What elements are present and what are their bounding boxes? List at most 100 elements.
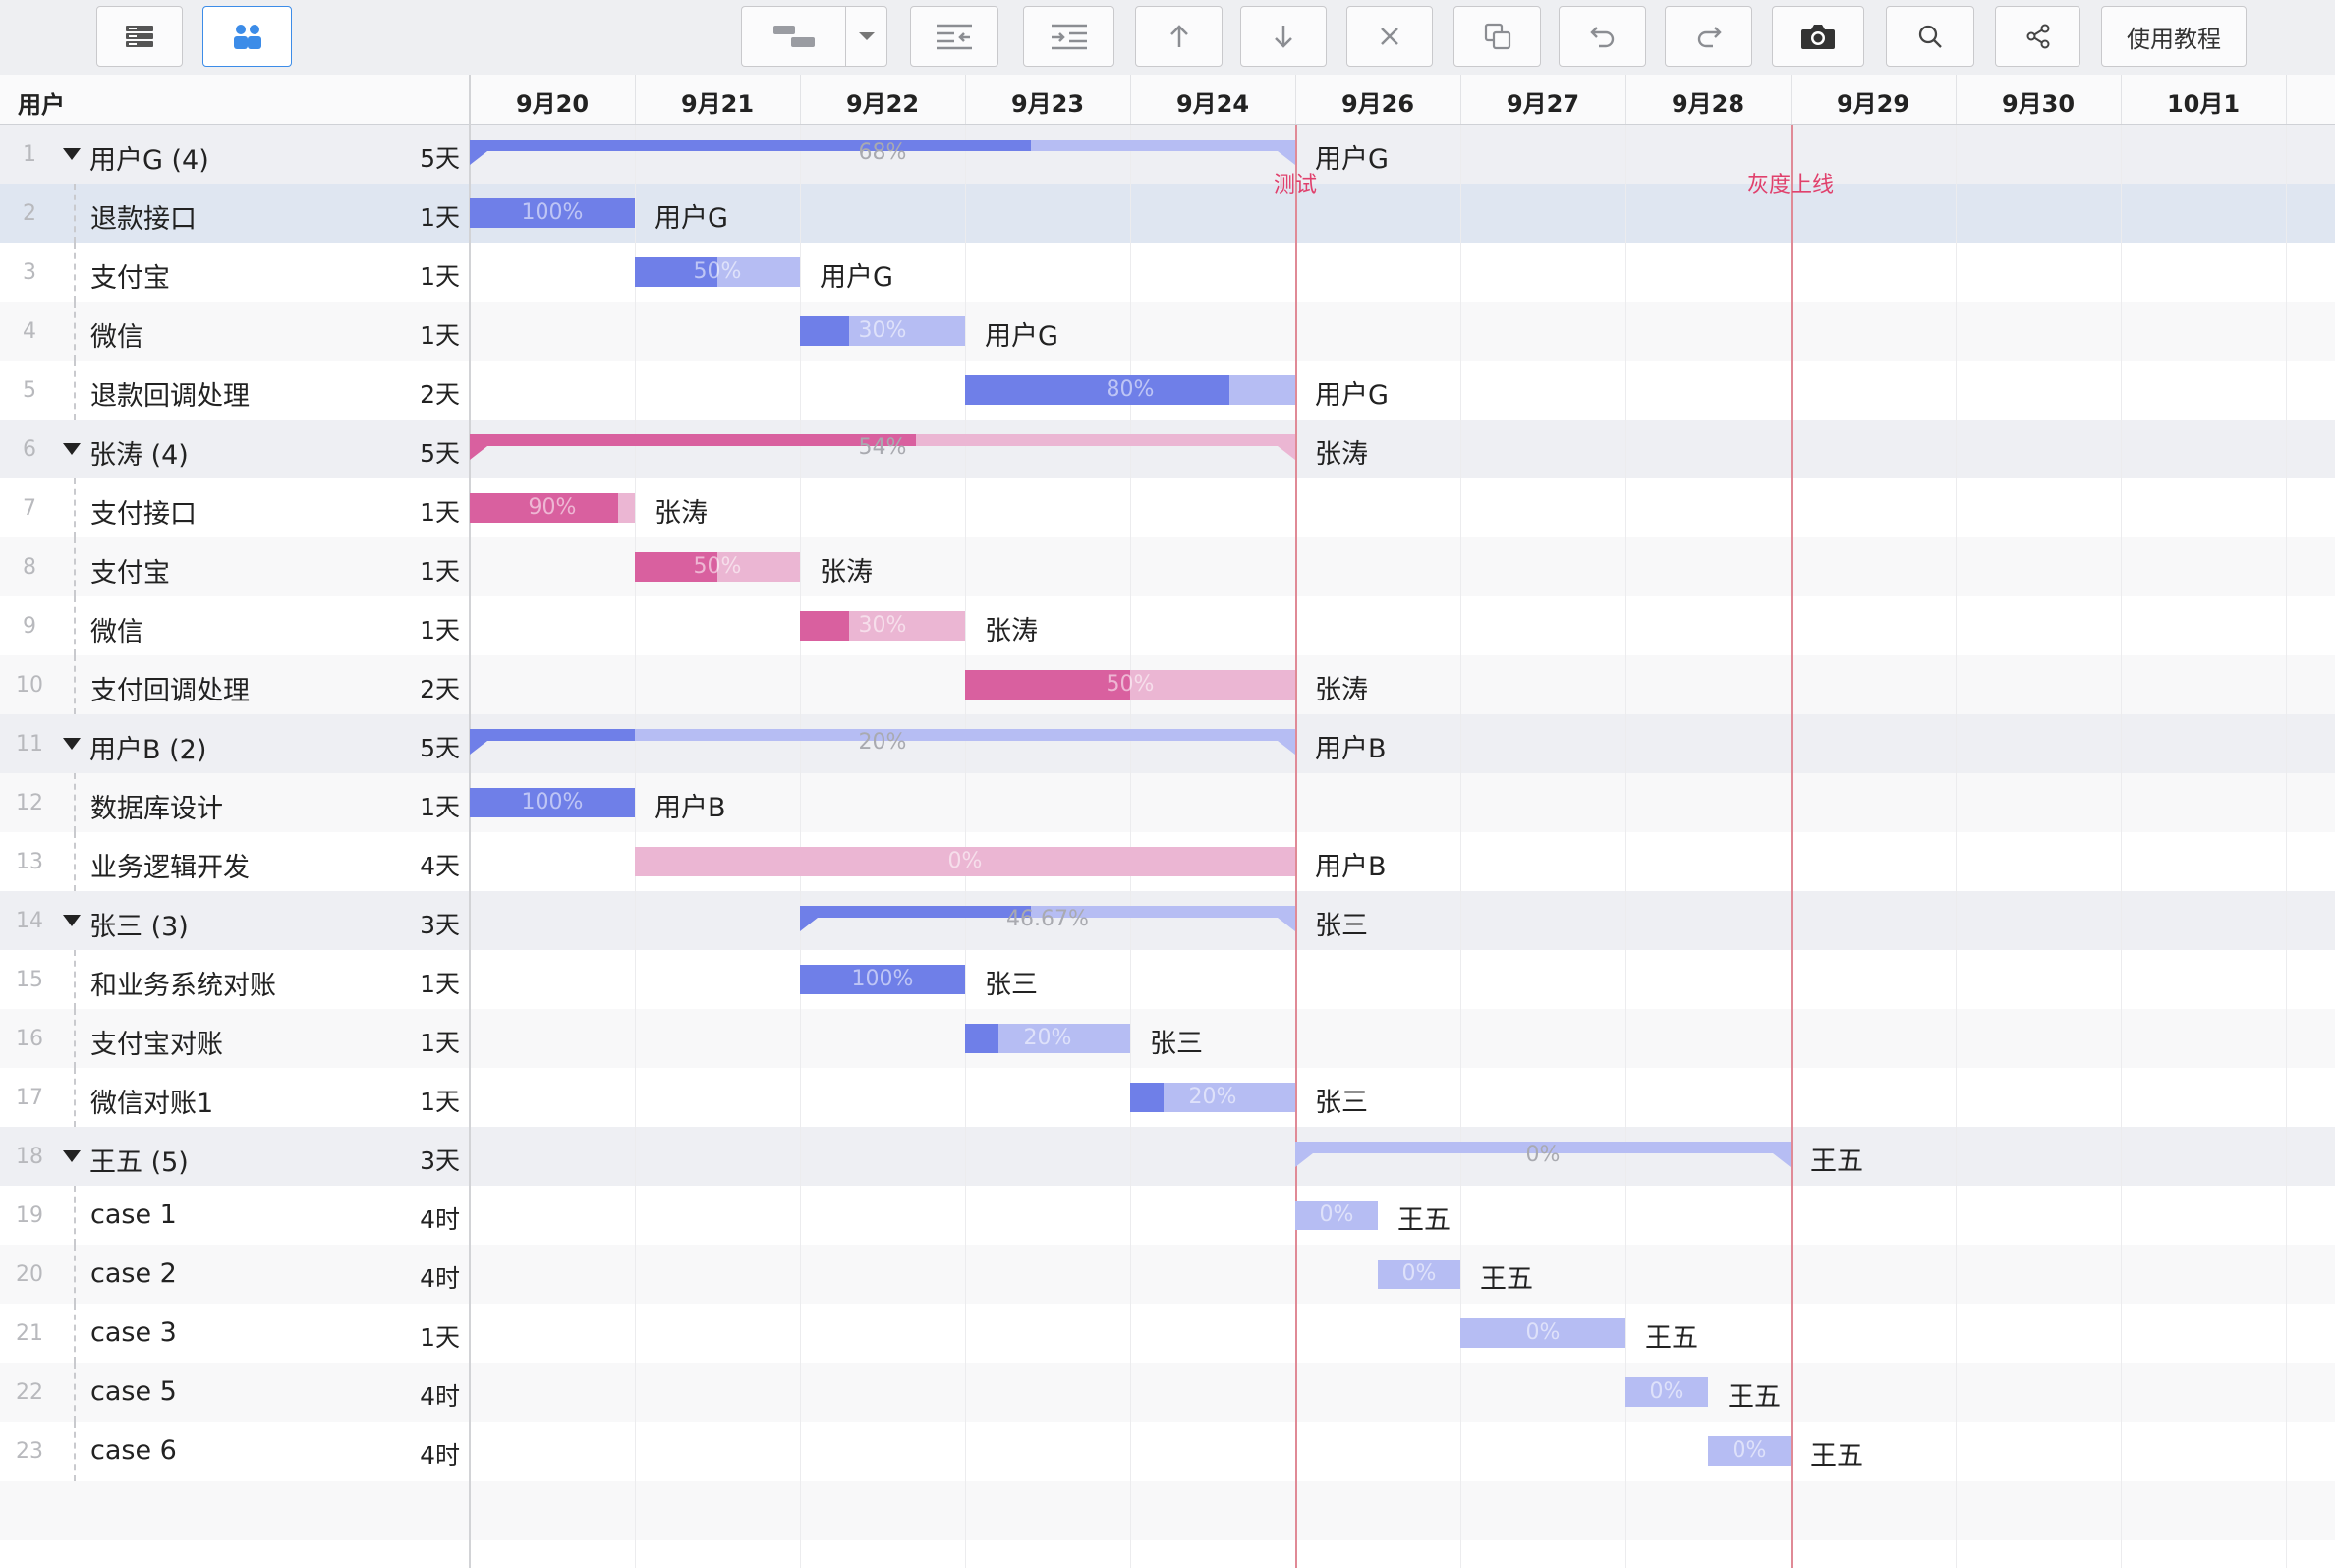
close-icon <box>1381 28 1398 45</box>
chevron-down-icon <box>858 32 875 40</box>
screenshot-button[interactable] <box>1772 6 1864 67</box>
task-name: case 3 <box>90 1317 177 1348</box>
summary-bar-cap-right <box>1278 446 1295 460</box>
collapse-caret-icon[interactable] <box>63 148 81 160</box>
date-header-label: 9月29 <box>1836 90 1910 118</box>
task-row[interactable]: 21 case 3 1天 <box>0 1304 469 1363</box>
task-row[interactable]: 13 业务逻辑开发 4天 <box>0 832 469 891</box>
task-bar[interactable]: 20% <box>1130 1083 1295 1112</box>
date-header-label: 9月28 <box>1671 90 1745 118</box>
task-bar-progress <box>965 375 1229 405</box>
row-number: 2 <box>23 201 36 226</box>
task-bar[interactable]: 30% <box>800 316 965 346</box>
collapse-caret-icon[interactable] <box>63 915 81 926</box>
undo-icon <box>1589 27 1614 48</box>
task-row[interactable]: 5 退款回调处理 2天 <box>0 361 469 420</box>
task-row[interactable]: 17 微信对账1 1天 <box>0 1068 469 1127</box>
task-layout-button[interactable] <box>741 6 846 67</box>
task-bar-progress <box>470 198 635 228</box>
task-row[interactable]: 12 数据库设计 1天 <box>0 773 469 832</box>
redo-button[interactable] <box>1665 6 1752 67</box>
collapse-caret-icon[interactable] <box>63 738 81 750</box>
task-bar[interactable]: 0% <box>1295 1201 1378 1230</box>
share-button[interactable] <box>1995 6 2080 67</box>
task-row[interactable]: 16 支付宝对账 1天 <box>0 1009 469 1068</box>
task-row[interactable]: 23 case 6 4时 <box>0 1422 469 1481</box>
task-bar[interactable]: 50% <box>635 257 800 287</box>
layout-dropdown-button[interactable] <box>845 6 887 67</box>
task-row[interactable]: 2 退款接口 1天 <box>0 184 469 243</box>
copy-button[interactable] <box>1453 6 1541 67</box>
task-row[interactable]: 8 支付宝 1天 <box>0 537 469 596</box>
task-bar[interactable]: 100% <box>470 198 635 228</box>
task-row[interactable]: 9 微信 1天 <box>0 596 469 655</box>
delete-button[interactable] <box>1346 6 1433 67</box>
summary-bar-cap-right <box>1278 151 1295 165</box>
summary-bar[interactable]: 0% <box>1295 1142 1791 1167</box>
tree-guide-line <box>74 655 76 714</box>
task-row[interactable]: 22 case 5 4时 <box>0 1363 469 1422</box>
row-number: 9 <box>23 614 36 639</box>
task-bar[interactable]: 0% <box>635 847 1295 876</box>
move-down-button[interactable] <box>1240 6 1327 67</box>
task-row[interactable]: 4 微信 1天 <box>0 302 469 361</box>
pane-splitter[interactable] <box>469 75 471 1568</box>
date-header-label: 10月1 <box>2166 90 2241 118</box>
collapse-caret-icon[interactable] <box>63 443 81 455</box>
task-bar[interactable]: 90% <box>470 493 635 523</box>
row-background <box>0 1304 2335 1363</box>
task-duration: 1天 <box>420 793 460 821</box>
outdent-button[interactable] <box>910 6 998 67</box>
row-number: 13 <box>16 850 43 874</box>
tutorial-button-label: 使用教程 <box>2127 25 2221 53</box>
date-header-label: 9月26 <box>1340 90 1415 118</box>
group-row[interactable]: 1 用户G (4) 5天 <box>0 125 469 184</box>
tutorial-button[interactable]: 使用教程 <box>2101 6 2247 67</box>
task-bar[interactable]: 0% <box>1378 1260 1460 1289</box>
summary-bar[interactable]: 54% <box>470 434 1295 460</box>
task-name: 微信对账1 <box>90 1089 214 1119</box>
group-row[interactable]: 14 张三 (3) 3天 <box>0 891 469 950</box>
task-bar[interactable]: 100% <box>800 965 965 994</box>
task-duration: 1天 <box>420 321 460 350</box>
task-bar[interactable]: 100% <box>470 788 635 817</box>
date-header-divider <box>2121 75 2122 124</box>
summary-bar[interactable]: 68% <box>470 140 1295 165</box>
summary-bar[interactable]: 20% <box>470 729 1295 755</box>
task-bar-progress <box>635 257 717 287</box>
group-row[interactable]: 6 张涛 (4) 5天 <box>0 420 469 478</box>
task-bar[interactable]: 30% <box>800 611 965 641</box>
move-up-button[interactable] <box>1135 6 1223 67</box>
bar-owner-label: 张三 <box>1150 1029 1203 1059</box>
task-row[interactable]: 7 支付接口 1天 <box>0 478 469 537</box>
bar-owner-label: 用户B <box>1315 734 1387 764</box>
task-bar[interactable]: 80% <box>965 375 1295 405</box>
group-row[interactable]: 18 王五 (5) 3天 <box>0 1127 469 1186</box>
list-view-button[interactable] <box>96 6 183 67</box>
row-background <box>0 1481 2335 1540</box>
task-bar[interactable]: 20% <box>965 1024 1130 1053</box>
summary-bar-progress <box>470 434 916 446</box>
undo-button[interactable] <box>1559 6 1646 67</box>
task-bar[interactable]: 0% <box>1708 1436 1791 1466</box>
task-row[interactable]: 19 case 1 4时 <box>0 1186 469 1245</box>
task-row[interactable]: 10 支付回调处理 2天 <box>0 655 469 714</box>
summary-bar[interactable]: 46.67% <box>800 906 1295 931</box>
task-row[interactable]: 20 case 2 4时 <box>0 1245 469 1304</box>
group-by-user-button[interactable] <box>202 6 292 67</box>
task-duration: 4时 <box>420 1441 460 1470</box>
collapse-caret-icon[interactable] <box>63 1150 81 1162</box>
date-header-label: 9月27 <box>1506 90 1580 118</box>
date-header-label: 9月20 <box>515 90 590 118</box>
task-bar[interactable]: 0% <box>1625 1377 1708 1407</box>
task-bar[interactable]: 0% <box>1460 1318 1625 1348</box>
task-row[interactable]: 15 和业务系统对账 1天 <box>0 950 469 1009</box>
search-button[interactable] <box>1886 6 1974 67</box>
task-name: 支付宝 <box>90 558 170 588</box>
indent-button[interactable] <box>1023 6 1114 67</box>
task-bar[interactable]: 50% <box>635 552 800 582</box>
task-row[interactable]: 3 支付宝 1天 <box>0 243 469 302</box>
group-row[interactable]: 11 用户B (2) 5天 <box>0 714 469 773</box>
outdent-icon <box>937 24 972 50</box>
task-bar[interactable]: 50% <box>965 670 1295 700</box>
